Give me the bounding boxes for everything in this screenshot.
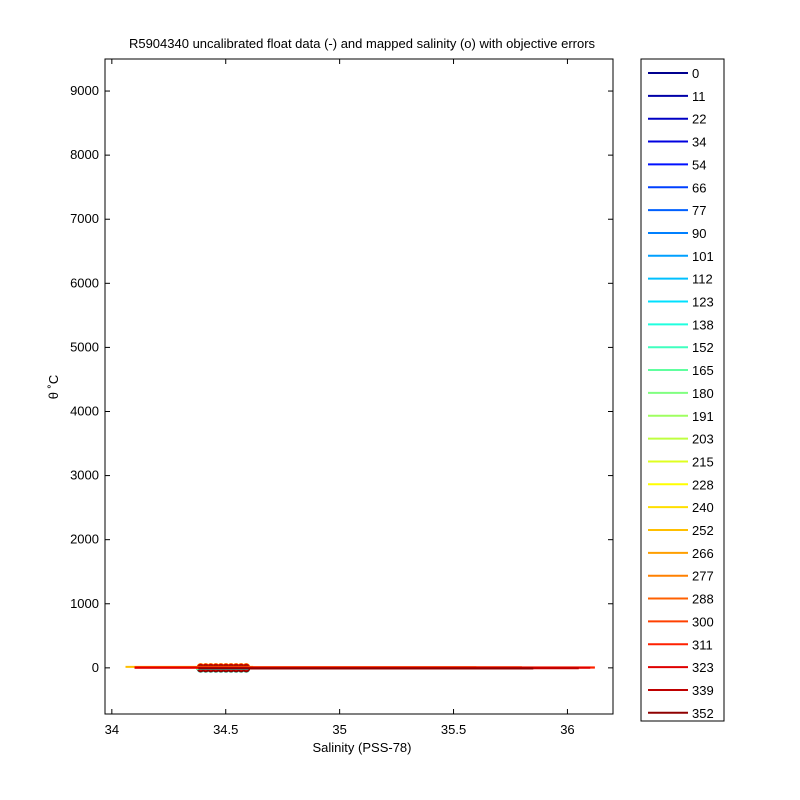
y-tick-label: 0 bbox=[92, 660, 99, 675]
legend-label: 101 bbox=[692, 249, 714, 264]
y-tick-label: 1000 bbox=[70, 596, 99, 611]
legend-label: 228 bbox=[692, 477, 714, 492]
legend-label: 77 bbox=[692, 203, 706, 218]
legend-label: 54 bbox=[692, 157, 706, 172]
y-tick-label: 9000 bbox=[70, 83, 99, 98]
legend-label: 180 bbox=[692, 386, 714, 401]
legend-label: 34 bbox=[692, 135, 706, 150]
y-tick-label: 2000 bbox=[70, 532, 99, 547]
y-tick-label: 6000 bbox=[70, 275, 99, 290]
legend-label: 138 bbox=[692, 317, 714, 332]
legend-label: 215 bbox=[692, 454, 714, 469]
legend-label: 165 bbox=[692, 363, 714, 378]
legend-label: 266 bbox=[692, 546, 714, 561]
legend-items: 0 11 22 34 54 66 77 90 101 112 123 138 152 165 180 191 2… bbox=[648, 66, 714, 721]
legend-box bbox=[640, 58, 725, 722]
legend-label: 191 bbox=[692, 409, 714, 424]
legend-label: 11 bbox=[692, 89, 706, 104]
y-axis-ticks: 0 1000 2000 3000 4000 5000 6000 7000 8000 9000 bbox=[70, 83, 613, 675]
y-tick-label: 3000 bbox=[70, 468, 99, 483]
chart-title: R5904340 uncalibrated float data (-) and… bbox=[129, 36, 596, 51]
y-tick-label: 5000 bbox=[70, 339, 99, 354]
legend-label: 0 bbox=[692, 66, 699, 81]
legend-label: 252 bbox=[692, 523, 714, 538]
x-tick-label: 34.5 bbox=[213, 722, 238, 737]
y-tick-label: 7000 bbox=[70, 211, 99, 226]
legend-label: 277 bbox=[692, 569, 714, 584]
plot-frame bbox=[104, 58, 614, 715]
legend-label: 22 bbox=[692, 112, 706, 127]
x-tick-label: 34 bbox=[105, 722, 119, 737]
legend-label: 311 bbox=[692, 637, 713, 652]
y-axis-label: θ ˚C bbox=[46, 375, 61, 400]
legend-label: 66 bbox=[692, 180, 706, 195]
legend-label: 323 bbox=[692, 660, 714, 675]
legend-label: 288 bbox=[692, 592, 714, 607]
legend-label: 339 bbox=[692, 683, 714, 698]
series-lines bbox=[125, 665, 595, 670]
legend-label: 352 bbox=[692, 706, 714, 721]
y-tick-label: 8000 bbox=[70, 147, 99, 162]
x-tick-label: 36 bbox=[560, 722, 574, 737]
legend-label: 240 bbox=[692, 500, 714, 515]
legend-label: 112 bbox=[692, 272, 713, 287]
legend-label: 203 bbox=[692, 432, 714, 447]
x-tick-label: 35 bbox=[332, 722, 346, 737]
y-tick-label: 4000 bbox=[70, 403, 99, 418]
legend-label: 90 bbox=[692, 226, 706, 241]
legend-label: 123 bbox=[692, 295, 714, 310]
x-axis-ticks: 34 34.5 35 35.5 36 bbox=[105, 59, 575, 737]
legend-label: 152 bbox=[692, 340, 714, 355]
x-axis-label: Salinity (PSS-78) bbox=[313, 740, 412, 755]
legend-label: 300 bbox=[692, 614, 714, 629]
legend: 0 11 22 34 54 66 77 90 101 112 123 138 152 165 180 191 2… bbox=[640, 58, 725, 722]
x-tick-label: 35.5 bbox=[441, 722, 466, 737]
